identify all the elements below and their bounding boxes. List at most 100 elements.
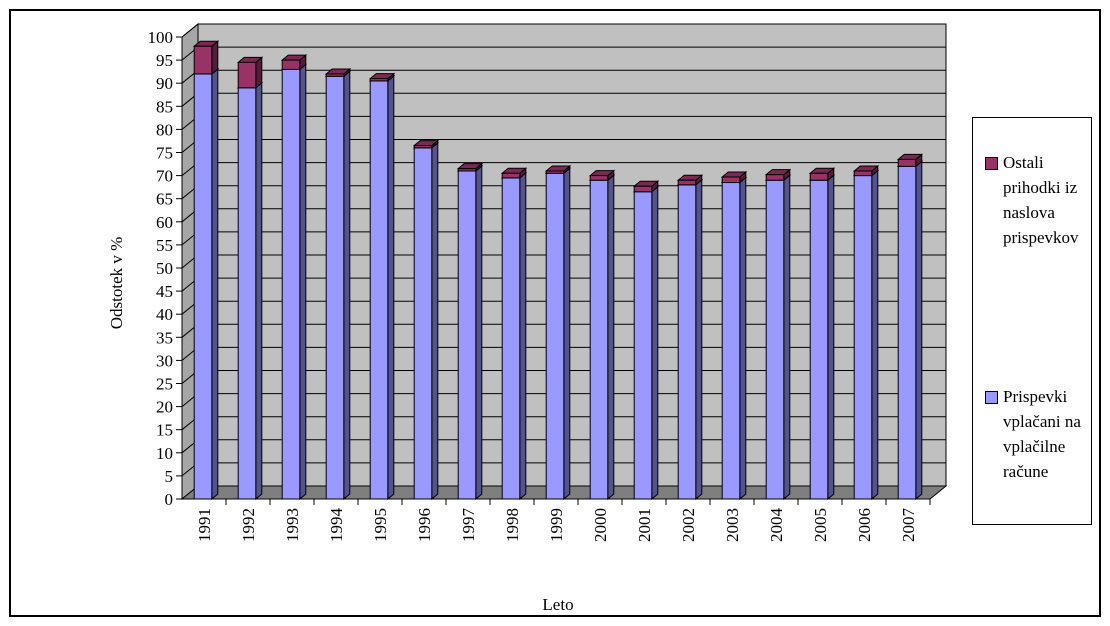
bar-2006-s0-side — [871, 169, 879, 501]
bar-1997-s1-front — [457, 168, 477, 172]
bar-1996-s1-front — [413, 145, 433, 149]
bar-2005-s1-front — [809, 172, 829, 181]
bar-2007-s1 — [896, 153, 924, 168]
bar-2004-s0 — [764, 174, 792, 501]
bar-1998-s0 — [500, 171, 528, 501]
bar-2005-s1 — [808, 167, 836, 182]
y-tick-label: 70 — [156, 167, 173, 186]
bar-1994-s1 — [324, 67, 352, 78]
legend-swatch-ostali — [985, 157, 998, 170]
bar-2003-s1 — [720, 170, 748, 184]
bar-2004-s0-front — [765, 179, 785, 500]
x-tick-label: 1998 — [503, 508, 522, 542]
bar-1991-s1-side — [211, 40, 219, 76]
bar-2000-s1-front — [589, 175, 609, 181]
bar-1995-s0 — [368, 74, 396, 501]
bar-2002-s0-side — [695, 178, 703, 501]
bar-1993-s1-front — [281, 59, 301, 70]
x-tick-label: 1994 — [327, 508, 346, 543]
bar-1998-s1-front — [501, 172, 521, 179]
bar-2000-s0-side — [607, 174, 615, 501]
bar-2000-s0-front — [589, 179, 609, 500]
x-tick-label: 2006 — [855, 508, 874, 542]
bar-2000-s0 — [588, 174, 616, 501]
bar-1994-s0-front — [325, 75, 345, 500]
x-tick-label: 1996 — [415, 508, 434, 542]
bar-2004-s0-side — [783, 174, 791, 501]
x-tick-label: 1992 — [239, 508, 258, 542]
bar-2005-s0-front — [809, 179, 829, 500]
bar-2001-s0 — [632, 185, 660, 501]
bar-2006-s1 — [852, 164, 880, 177]
bar-2007-s0-side — [915, 160, 923, 501]
bar-1993-s0 — [280, 63, 308, 501]
x-tick-label: 2004 — [767, 508, 786, 543]
bar-2002-s1-front — [677, 179, 697, 186]
bar-1997-s1 — [456, 162, 484, 173]
x-tick-label: 1995 — [371, 508, 390, 542]
bar-2003-s0 — [720, 176, 748, 501]
x-tick-label: 2005 — [811, 508, 830, 542]
y-tick-label: 65 — [156, 190, 173, 209]
bar-1996-s0-front — [413, 147, 433, 500]
bar-1993-s0-side — [299, 63, 307, 501]
bar-1997-s0 — [456, 164, 484, 501]
bar-1994-s0 — [324, 70, 352, 501]
y-tick-label: 30 — [156, 351, 173, 370]
bar-1992-s1-front — [237, 61, 257, 89]
bar-1999-s0 — [544, 167, 572, 501]
bar-1996-s0 — [412, 141, 440, 501]
y-tick-label: 80 — [156, 120, 173, 139]
bar-1994-s0-side — [343, 70, 351, 501]
bar-2004-s1-front — [765, 174, 785, 181]
bar-1999-s1-front — [545, 170, 565, 174]
y-tick-label: 10 — [156, 444, 173, 463]
bar-1991-s1 — [192, 40, 220, 76]
bar-2000-s1 — [588, 169, 616, 182]
legend-swatch-prispevki — [985, 391, 998, 404]
gridline — [181, 23, 946, 38]
legend-item-ostali: Ostali prihodki iz naslova prispevkov — [985, 150, 1095, 250]
y-axis-label: Odstotek v % — [107, 237, 126, 330]
bar-2003-s0-front — [721, 182, 741, 500]
x-tick-labels: 1991 1992 1993 1994 1995 1996 1997 1998 1999 2000… — [195, 508, 918, 543]
bar-2006-s1-front — [853, 170, 873, 177]
y-tick-label: 75 — [156, 144, 173, 163]
x-tick-label: 1997 — [459, 508, 478, 543]
x-tick-label: 2001 — [635, 508, 654, 542]
legend: Ostali prihodki iz naslova prispevkov Pr… — [972, 117, 1092, 525]
bar-1991-s0 — [192, 67, 220, 501]
bar-2003-s0-side — [739, 176, 747, 501]
bar-1991-s1-front — [193, 45, 213, 75]
bar-1998-s1 — [500, 167, 528, 179]
x-tick-label: 2007 — [899, 508, 918, 543]
bar-1998-s0-front — [501, 177, 521, 500]
y-tick-label: 50 — [156, 259, 173, 278]
bar-2007-s1-front — [897, 158, 917, 167]
x-tick-label: 2000 — [591, 508, 610, 542]
x-tick-label: 1999 — [547, 508, 566, 542]
bar-2001-s0-front — [633, 191, 653, 500]
x-tick-label: 2003 — [723, 508, 742, 542]
bar-1995-s1-front — [369, 78, 389, 82]
bar-2001-s1 — [632, 180, 660, 193]
bar-1995-s0-side — [387, 74, 395, 501]
bar-2006-s0 — [852, 169, 880, 501]
bar-1991-s0-side — [211, 67, 219, 501]
bar-1991-s0-front — [193, 73, 213, 500]
bar-1992-s0 — [236, 81, 264, 501]
x-tick-label: 1993 — [283, 508, 302, 542]
y-tick-label: 5 — [165, 467, 174, 486]
bar-2002-s1 — [676, 174, 704, 186]
legend-label-prispevki: Prispevki vplačani na vplačilne račune — [1003, 387, 1081, 481]
y-tick-label: 15 — [156, 421, 173, 440]
bar-1993-s1 — [280, 54, 308, 71]
x-tick-label: 1991 — [195, 508, 214, 542]
y-tick-label: 35 — [156, 328, 173, 347]
bar-2007-s0 — [896, 160, 924, 501]
axes — [176, 36, 931, 505]
bar-1993-s0-front — [281, 68, 301, 500]
y-tick-label: 20 — [156, 398, 173, 417]
bars — [192, 40, 924, 501]
